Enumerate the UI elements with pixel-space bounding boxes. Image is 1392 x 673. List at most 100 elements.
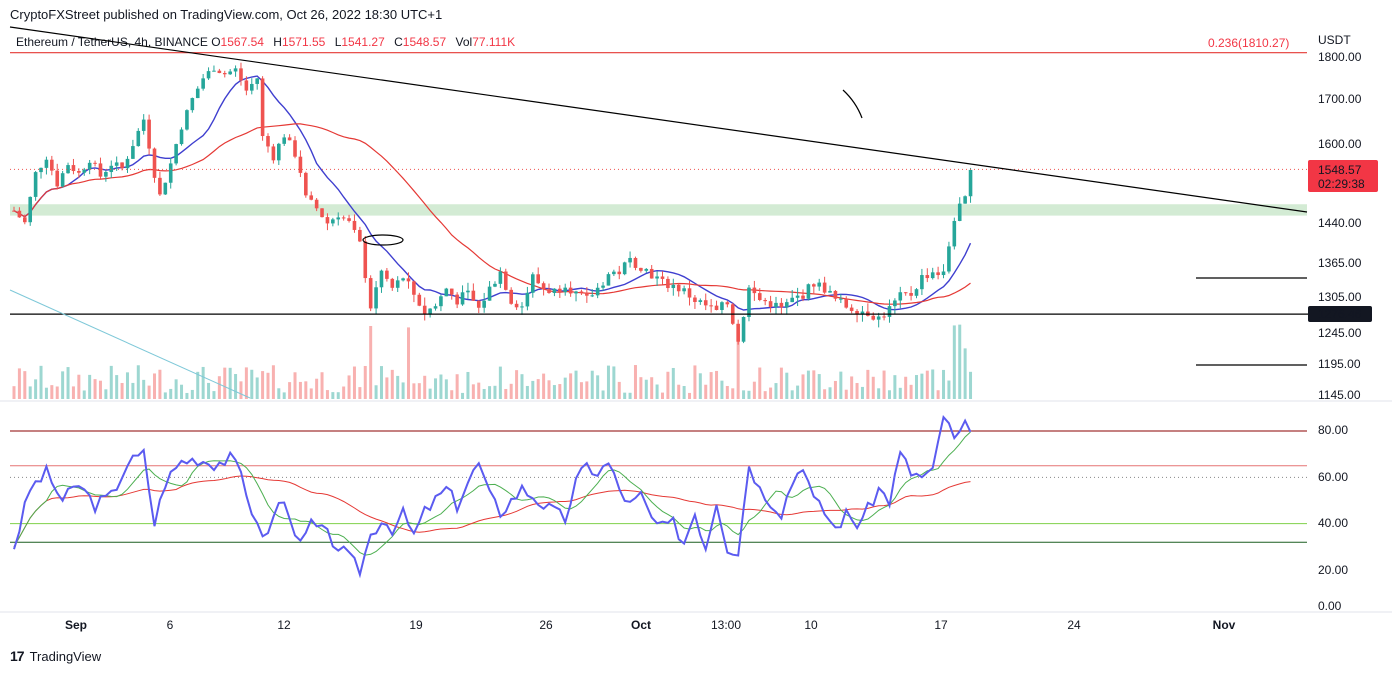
time-tick-label: Nov [1213, 618, 1236, 632]
candle [693, 297, 697, 302]
price-tick-label: 1365.00 [1318, 256, 1362, 270]
volume-bar [963, 348, 967, 399]
volume-bar [455, 374, 459, 399]
candle [801, 295, 805, 299]
candle [287, 137, 292, 141]
candle [671, 284, 676, 289]
candle [163, 182, 168, 195]
volume-bar [109, 365, 113, 399]
candle [676, 284, 681, 292]
candle [682, 288, 686, 292]
candle [860, 311, 865, 315]
demand-zone [10, 204, 1307, 216]
candle [720, 302, 724, 310]
volume-bar [828, 387, 832, 399]
volume-bar [887, 390, 891, 399]
volume-bar [201, 366, 205, 399]
candle [622, 262, 627, 275]
volume-bar [547, 380, 551, 399]
candle [39, 167, 43, 173]
candle [271, 146, 276, 161]
volume-bar [617, 381, 621, 399]
candle [185, 110, 189, 130]
volume-bar [542, 373, 546, 399]
drawn-lines[interactable] [9, 26, 1345, 399]
ma-fast-line [13, 75, 972, 311]
volume-bar [28, 386, 32, 399]
volume-bar [44, 387, 48, 399]
candle [352, 220, 357, 230]
volume-bar [817, 374, 821, 399]
volume-bar [720, 380, 724, 399]
volume-bar [693, 365, 697, 399]
volume-bar [363, 365, 367, 399]
volume-bar [931, 369, 935, 399]
volume-bar [223, 367, 227, 399]
volume-bar [585, 381, 589, 399]
volume-bar [666, 371, 670, 399]
volume-bar [493, 385, 497, 399]
candle [601, 285, 605, 288]
volume-bar [115, 375, 119, 399]
volume-bar [574, 370, 578, 399]
volume-bar [34, 379, 38, 399]
candle [714, 305, 719, 310]
candle [552, 288, 557, 293]
volume-bar [71, 386, 75, 399]
volume-bar [898, 387, 902, 399]
candle [795, 295, 800, 298]
candle [849, 307, 854, 311]
candle [395, 280, 400, 288]
candle [633, 257, 638, 268]
volume-bars [12, 324, 973, 399]
candle [757, 293, 762, 300]
price-tick-label: 1600.00 [1318, 137, 1362, 151]
volume-bar [661, 392, 664, 399]
candle [358, 229, 362, 242]
ma-slow-line [13, 123, 971, 305]
candle [277, 143, 281, 161]
volume-bar [369, 325, 373, 399]
volume-bar [650, 377, 654, 399]
price-tick-label: 1700.00 [1318, 92, 1362, 106]
volume-bar [558, 384, 562, 399]
candle [936, 272, 940, 276]
volume-bar [417, 383, 421, 399]
time-tick-label: 17 [934, 618, 948, 632]
candle [644, 268, 649, 271]
volume-bar [50, 385, 54, 399]
candle [957, 203, 962, 221]
candle [774, 302, 778, 308]
candle [520, 306, 524, 308]
footer: 17 TradingView [10, 648, 101, 664]
candle [898, 292, 903, 301]
volume-bar [774, 383, 778, 399]
price-tick-label: 1245.00 [1318, 326, 1362, 340]
candle [168, 163, 173, 183]
volume-bar [952, 325, 956, 399]
volume-bar [677, 384, 681, 399]
candle [66, 165, 70, 174]
volume-bar [525, 385, 529, 399]
candle [444, 288, 449, 297]
volume-bar [909, 384, 913, 399]
candle [903, 292, 908, 294]
rsi-tick-label: 60.00 [1318, 470, 1348, 484]
candle [233, 68, 238, 72]
candle [725, 302, 730, 305]
volume-bar [823, 389, 827, 399]
volume-bar [342, 386, 346, 399]
candle [617, 271, 622, 275]
volume-bar [266, 372, 270, 399]
rsi-line [13, 414, 972, 579]
volume-bar [742, 390, 746, 399]
volume-bar [82, 390, 86, 399]
candle [222, 73, 227, 75]
volume-bar [396, 375, 400, 399]
volume-bar [471, 384, 475, 399]
price-tick-label: 1195.00 [1318, 357, 1361, 371]
volume-bar [515, 370, 519, 399]
volume-bar [271, 365, 275, 399]
candle [920, 275, 924, 290]
